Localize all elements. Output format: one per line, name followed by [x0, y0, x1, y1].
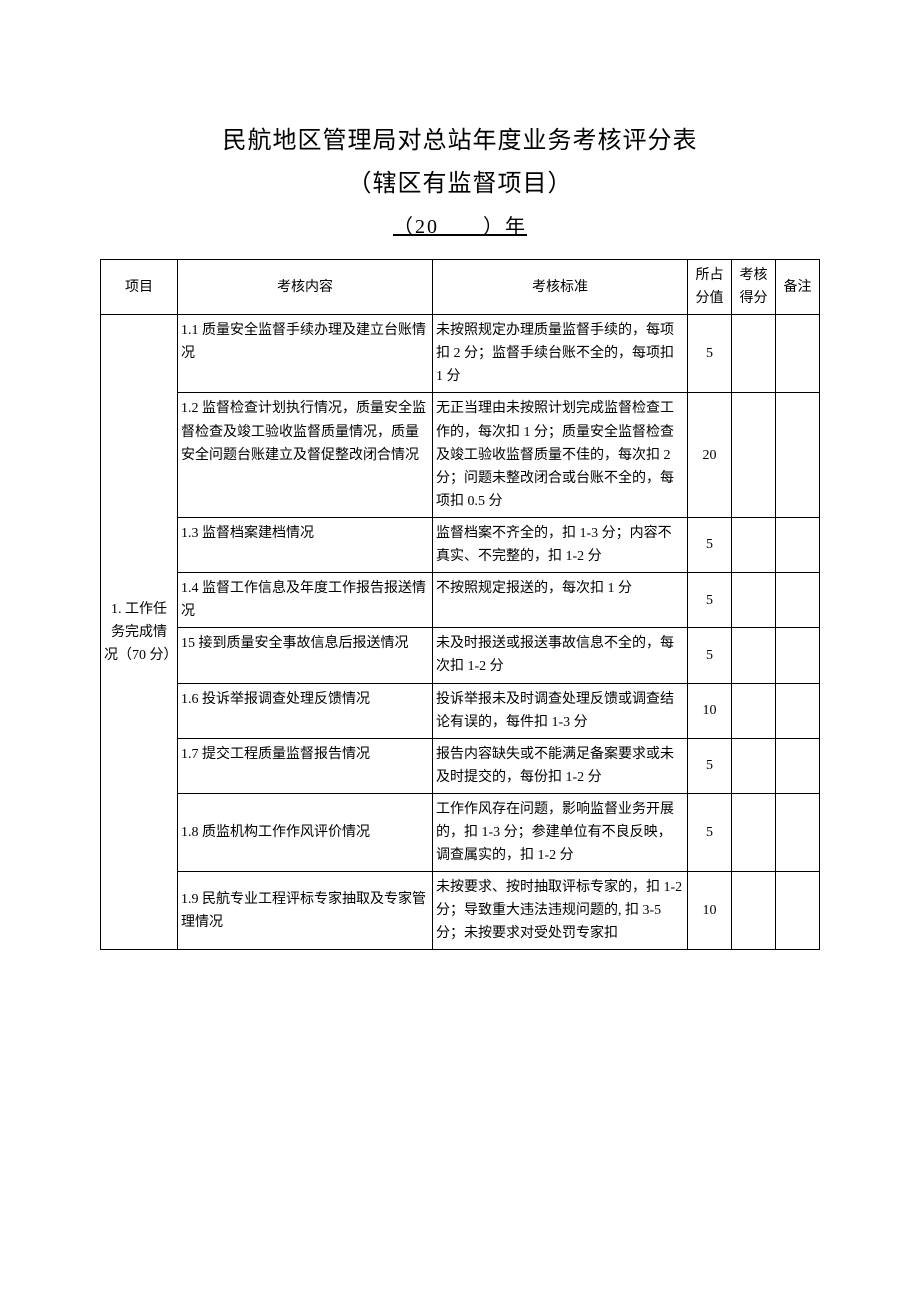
score-cell: 5: [688, 628, 732, 683]
standard-cell: 投诉举报未及时调查处理反馈或调查结论有误的，每件扣 1-3 分: [433, 683, 688, 738]
content-cell: 1.7 提交工程质量监督报告情况: [177, 738, 432, 793]
table-header-row: 项目 考核内容 考核标准 所占分值 考核得分 备注: [101, 260, 820, 315]
got-cell: [732, 517, 776, 572]
standard-cell: 工作作风存在问题，影响监督业务开展的，扣 1-3 分；参建单位有不良反映，调查属…: [433, 793, 688, 871]
header-standard: 考核标准: [433, 260, 688, 315]
score-cell: 5: [688, 573, 732, 628]
content-cell: 1.8 质监机构工作作风评价情况: [177, 793, 432, 871]
content-cell: 1.9 民航专业工程评标专家抽取及专家管理情况: [177, 872, 432, 950]
standard-cell: 未按照规定办理质量监督手续的，每项扣 2 分；监督手续台账不全的，每项扣 1 分: [433, 315, 688, 393]
note-cell: [775, 738, 819, 793]
assessment-table: 项目 考核内容 考核标准 所占分值 考核得分 备注 1. 工作任务完成情况（70…: [100, 259, 820, 950]
note-cell: [775, 315, 819, 393]
table-row: 1.9 民航专业工程评标专家抽取及专家管理情况 未按要求、按时抽取评标专家的，扣…: [101, 872, 820, 950]
table-row: 15 接到质量安全事故信息后报送情况 未及时报送或报送事故信息不全的，每次扣 1…: [101, 628, 820, 683]
table-row: 1.7 提交工程质量监督报告情况 报告内容缺失或不能满足备案要求或未及时提交的，…: [101, 738, 820, 793]
table-row: 1.8 质监机构工作作风评价情况 工作作风存在问题，影响监督业务开展的，扣 1-…: [101, 793, 820, 871]
content-cell: 1.3 监督档案建档情况: [177, 517, 432, 572]
title-line-1: 民航地区管理局对总站年度业务考核评分表: [100, 120, 820, 155]
standard-cell: 未及时报送或报送事故信息不全的，每次扣 1-2 分: [433, 628, 688, 683]
standard-cell: 不按照规定报送的，每次扣 1 分: [433, 573, 688, 628]
note-cell: [775, 793, 819, 871]
got-cell: [732, 315, 776, 393]
score-cell: 5: [688, 517, 732, 572]
content-cell: 1.4 监督工作信息及年度工作报告报送情况: [177, 573, 432, 628]
table-row: 1.2 监督检查计划执行情况，质量安全监督检查及竣工验收监督质量情况，质量安全问…: [101, 393, 820, 517]
score-cell: 5: [688, 738, 732, 793]
header-note: 备注: [775, 260, 819, 315]
got-cell: [732, 393, 776, 517]
got-cell: [732, 872, 776, 950]
content-cell: 1.1 质量安全监督手续办理及建立台账情况: [177, 315, 432, 393]
score-cell: 20: [688, 393, 732, 517]
header-score: 所占分值: [688, 260, 732, 315]
got-cell: [732, 793, 776, 871]
note-cell: [775, 517, 819, 572]
score-cell: 10: [688, 872, 732, 950]
got-cell: [732, 573, 776, 628]
table-row: 1.3 监督档案建档情况 监督档案不齐全的，扣 1-3 分；内容不真实、不完整的…: [101, 517, 820, 572]
title-line-2: （辖区有监督项目）: [100, 163, 820, 198]
header-project: 项目: [101, 260, 178, 315]
header-content: 考核内容: [177, 260, 432, 315]
score-cell: 5: [688, 315, 732, 393]
note-cell: [775, 872, 819, 950]
standard-cell: 无正当理由未按照计划完成监督检查工作的，每次扣 1 分；质量安全监督检查及竣工验…: [433, 393, 688, 517]
project-cell: 1. 工作任务完成情况（70 分）: [101, 315, 178, 950]
note-cell: [775, 628, 819, 683]
got-cell: [732, 683, 776, 738]
got-cell: [732, 628, 776, 683]
table-row: 1.4 监督工作信息及年度工作报告报送情况 不按照规定报送的，每次扣 1 分 5: [101, 573, 820, 628]
header-got: 考核得分: [732, 260, 776, 315]
year-line: （20 ）年: [100, 210, 820, 239]
note-cell: [775, 573, 819, 628]
got-cell: [732, 738, 776, 793]
standard-cell: 监督档案不齐全的，扣 1-3 分；内容不真实、不完整的，扣 1-2 分: [433, 517, 688, 572]
note-cell: [775, 683, 819, 738]
content-cell: 1.6 投诉举报调查处理反馈情况: [177, 683, 432, 738]
standard-cell: 报告内容缺失或不能满足备案要求或未及时提交的，每份扣 1-2 分: [433, 738, 688, 793]
score-cell: 5: [688, 793, 732, 871]
standard-cell: 未按要求、按时抽取评标专家的，扣 1-2 分；导致重大违法违规问题的, 扣 3-…: [433, 872, 688, 950]
content-cell: 15 接到质量安全事故信息后报送情况: [177, 628, 432, 683]
score-cell: 10: [688, 683, 732, 738]
note-cell: [775, 393, 819, 517]
table-row: 1. 工作任务完成情况（70 分） 1.1 质量安全监督手续办理及建立台账情况 …: [101, 315, 820, 393]
table-row: 1.6 投诉举报调查处理反馈情况 投诉举报未及时调查处理反馈或调查结论有误的，每…: [101, 683, 820, 738]
content-cell: 1.2 监督检查计划执行情况，质量安全监督检查及竣工验收监督质量情况，质量安全问…: [177, 393, 432, 517]
